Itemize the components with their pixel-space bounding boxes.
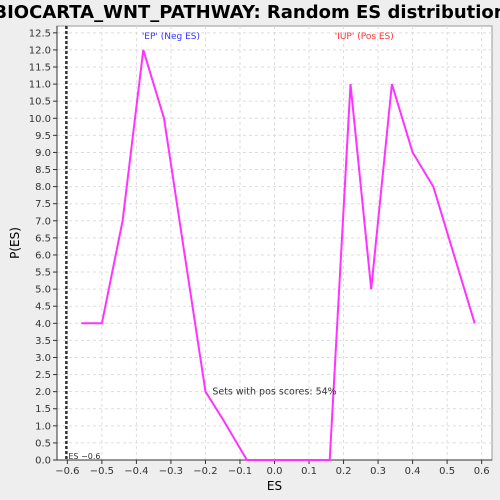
- x-tick-label: 0.5: [439, 466, 455, 477]
- y-tick-label: 1.0: [35, 421, 51, 432]
- y-tick-label: 4.5: [35, 302, 51, 313]
- series-line: [81, 49, 476, 461]
- y-tick-label: 4.0: [35, 319, 51, 330]
- y-tick-label: 11.0: [29, 80, 51, 91]
- y-tick-label: 2.0: [35, 387, 51, 398]
- y-tick-label: 0.5: [35, 438, 51, 449]
- es-marker-label: ES −0.6: [68, 452, 100, 461]
- y-tick-label: 7.5: [35, 199, 51, 210]
- x-tick-label: −0.6: [55, 466, 79, 477]
- pos-scores-label: Sets with pos scores: 54%: [212, 387, 336, 398]
- neg-es-label: 'EP' (Neg ES): [142, 32, 200, 42]
- y-tick-label: 9.0: [35, 148, 51, 159]
- y-tick-label: 10.0: [29, 114, 51, 125]
- x-tick-label: −0.1: [228, 466, 252, 477]
- x-tick-label: −0.2: [193, 466, 217, 477]
- x-tick-label: 0.1: [301, 466, 317, 477]
- x-tick-label: 0.0: [267, 466, 283, 477]
- x-tick-label: 0.3: [370, 466, 386, 477]
- x-tick-label: 0.4: [405, 466, 421, 477]
- y-tick-label: 11.5: [29, 63, 51, 74]
- pos-es-label: 'IUP' (Pos ES): [335, 32, 394, 42]
- x-tick-label: −0.5: [90, 466, 114, 477]
- y-tick-label: 5.0: [35, 285, 51, 296]
- x-axis-label: ES: [267, 479, 282, 493]
- y-tick-label: 6.0: [35, 250, 51, 261]
- x-tick-label: −0.3: [159, 466, 183, 477]
- y-tick-label: 10.5: [29, 97, 51, 108]
- y-tick-label: 6.5: [35, 233, 51, 244]
- y-tick-label: 3.5: [35, 336, 51, 347]
- y-tick-label: 12.5: [29, 28, 51, 39]
- y-axis: 0.0 0.5 1.0 1.5 2.0 2.5 3.0 3.5 4.0 4.5 5.0 5.5 6.0 6…: [29, 26, 58, 467]
- y-tick-label: 9.5: [35, 131, 51, 142]
- y-axis-label: P(ES): [8, 227, 22, 259]
- x-tick-label: 0.2: [336, 466, 352, 477]
- x-tick-label: 0.6: [474, 466, 490, 477]
- y-tick-label: 2.5: [35, 370, 51, 381]
- y-tick-label: 1.5: [35, 404, 51, 415]
- chart-title: BIOCARTA_WNT_PATHWAY: Random ES distribu…: [0, 2, 500, 23]
- y-tick-label: 5.5: [35, 268, 51, 279]
- x-tick-label: −0.4: [124, 466, 148, 477]
- y-tick-label: 8.5: [35, 165, 51, 176]
- y-tick-label: 0.0: [35, 456, 51, 467]
- y-tick-label: 8.0: [35, 182, 51, 193]
- y-tick-label: 12.0: [29, 45, 51, 56]
- y-tick-label: 3.0: [35, 353, 51, 364]
- y-tick-label: 7.0: [35, 216, 51, 227]
